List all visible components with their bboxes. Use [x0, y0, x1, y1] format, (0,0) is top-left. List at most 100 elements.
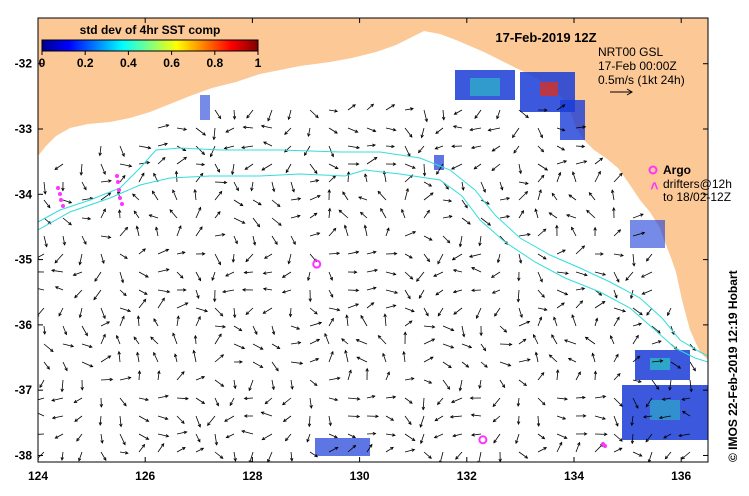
current-vector [594, 301, 606, 309]
current-vector-head [548, 354, 553, 358]
current-vector [119, 227, 128, 237]
x-tick-label: 136 [671, 469, 691, 483]
current-vector-head [334, 397, 339, 402]
current-vector-head [525, 114, 529, 119]
current-vector [328, 228, 337, 237]
current-vector-head [220, 354, 225, 358]
current-vector-head [51, 398, 55, 402]
current-vector-head [275, 367, 279, 372]
current-vector-head [594, 317, 599, 322]
current-vector [651, 325, 661, 334]
current-vector-head [553, 316, 557, 321]
current-vector [442, 215, 452, 219]
current-vector [632, 355, 640, 363]
current-vector-head [161, 156, 166, 161]
current-vector [138, 173, 145, 183]
current-vector-head [51, 415, 56, 420]
current-vector-head [355, 303, 360, 307]
current-vector-head [287, 116, 291, 121]
contour-line-shallow [38, 147, 708, 357]
current-vector [152, 190, 159, 201]
current-vector [153, 352, 159, 363]
current-vector-head [327, 207, 332, 212]
current-vector-head [172, 189, 176, 194]
current-vector-head [172, 332, 176, 337]
current-vector [575, 288, 585, 291]
current-vector [404, 449, 415, 453]
current-vector [537, 433, 545, 440]
current-vector [213, 127, 216, 140]
current-vector-head [133, 336, 137, 341]
current-vector [404, 320, 413, 327]
current-vector [252, 343, 264, 350]
current-vector [62, 199, 72, 204]
current-vector [594, 415, 606, 420]
current-vector [176, 316, 179, 327]
current-vector-head [127, 308, 132, 313]
current-vector-head [416, 278, 420, 282]
current-vector-head [87, 216, 92, 221]
current-vector-head [242, 125, 247, 130]
current-vector-head [544, 167, 549, 171]
current-vector-head [426, 209, 430, 214]
current-vector [157, 395, 169, 399]
current-vector [517, 289, 520, 302]
current-vector-head [147, 146, 152, 150]
current-vector [62, 235, 66, 245]
current-vector [38, 253, 45, 258]
current-vector-head [491, 167, 496, 172]
current-vector-head [614, 294, 618, 299]
current-vector [385, 271, 396, 275]
current-vector [328, 175, 336, 183]
current-vector-head [625, 277, 629, 281]
current-vector [575, 245, 585, 255]
current-vector-head [299, 361, 304, 365]
current-vector [285, 433, 292, 441]
current-vector [271, 325, 275, 335]
current-vector-head [493, 439, 497, 444]
current-vector [81, 181, 87, 190]
current-vector [535, 208, 539, 219]
current-vector-head [316, 338, 321, 343]
current-vector [347, 251, 359, 255]
current-vector [670, 361, 681, 369]
current-vector [632, 232, 645, 237]
current-vector [79, 253, 83, 265]
current-vector [328, 415, 332, 426]
current-vector-head [76, 437, 80, 442]
current-vector [119, 163, 132, 167]
current-vector [136, 226, 140, 237]
current-vector-head [183, 127, 188, 131]
current-vector [433, 271, 444, 277]
current-vector-head [356, 145, 361, 150]
current-vector [157, 297, 165, 309]
current-vector [385, 433, 396, 436]
current-vector [518, 379, 527, 386]
current-vector [571, 227, 577, 237]
current-vector [193, 350, 197, 363]
current-vector [366, 103, 374, 111]
current-vector [214, 211, 221, 219]
x-tick-label: 132 [457, 469, 477, 483]
current-vector-head [401, 208, 405, 213]
current-vector [347, 171, 350, 183]
current-vector-head [329, 277, 333, 281]
current-vector-head [435, 130, 439, 135]
current-vector-head [133, 210, 138, 215]
current-vector-head [577, 441, 581, 446]
current-vector [346, 315, 349, 327]
current-vector [309, 195, 321, 201]
current-vector-head [458, 243, 463, 248]
current-vector-head [128, 164, 133, 168]
current-vector-head [581, 287, 586, 291]
current-vector [385, 304, 396, 309]
current-vector [471, 414, 482, 417]
current-vector [229, 397, 235, 406]
current-vector [100, 208, 106, 219]
current-vector-head [123, 402, 127, 407]
current-vector [385, 145, 395, 147]
current-vector-head [451, 144, 455, 148]
current-vector-head [437, 260, 441, 265]
current-vector [518, 109, 529, 118]
current-vector-head [342, 191, 346, 196]
